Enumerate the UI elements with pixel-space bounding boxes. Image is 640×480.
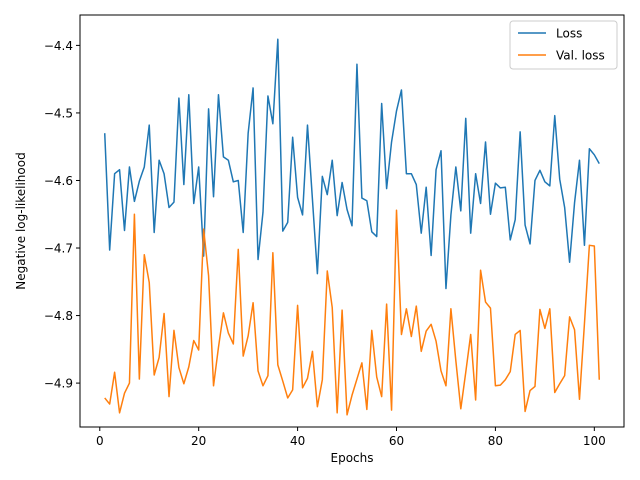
x-tick-label: 40: [290, 434, 305, 448]
legend: Loss Val. loss: [509, 20, 618, 70]
x-tick-label: 80: [488, 434, 503, 448]
series-lines: [103, 38, 601, 416]
x-tick-label: 60: [389, 434, 404, 448]
y-axis: −4.9 −4.8 −4.7 −4.6 −4.5 −4.4: [44, 39, 80, 391]
series-line-1: [104, 209, 601, 416]
x-axis-label: Epochs: [331, 451, 374, 465]
legend-label-loss: Loss: [556, 27, 582, 41]
x-tick-label: 100: [583, 434, 606, 448]
y-tick-label: −4.8: [44, 309, 73, 323]
legend-label-val-loss: Val. loss: [556, 49, 605, 63]
x-tick-label: 20: [191, 434, 206, 448]
series-line-0: [103, 38, 600, 290]
y-axis-label: Negative log-likelihood: [14, 152, 28, 289]
y-tick-label: −4.6: [44, 174, 73, 188]
x-axis: 0 20 40 60 80 100: [96, 427, 606, 448]
y-tick-label: −4.5: [44, 106, 73, 120]
y-tick-label: −4.4: [44, 39, 73, 53]
plot-frame: [79, 14, 625, 428]
y-tick-label: −4.7: [44, 242, 73, 256]
y-tick-label: −4.9: [44, 377, 73, 391]
x-tick-label: 0: [96, 434, 104, 448]
